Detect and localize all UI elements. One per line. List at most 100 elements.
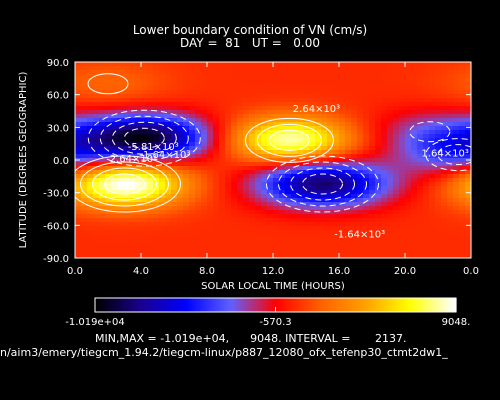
heatmap-cell [129, 138, 136, 143]
heatmap-cell [261, 114, 268, 119]
heatmap-cell [333, 166, 340, 171]
heatmap-cell [393, 106, 400, 111]
heatmap-cell [273, 154, 280, 159]
heatmap-cell [81, 178, 88, 183]
heatmap-cell [363, 238, 370, 243]
heatmap-cell [177, 142, 184, 147]
heatmap-cell [303, 122, 310, 127]
heatmap-cell [207, 178, 214, 183]
heatmap-cell [87, 198, 94, 203]
heatmap-cell [213, 198, 220, 203]
heatmap-cell [303, 74, 310, 79]
heatmap-cell [225, 226, 232, 231]
heatmap-cell [261, 162, 268, 167]
heatmap-cell [213, 174, 220, 179]
heatmap-cell [339, 118, 346, 123]
heatmap-cell [411, 250, 418, 255]
heatmap-cell [105, 218, 112, 223]
heatmap-cell [267, 222, 274, 227]
heatmap-cell [75, 150, 82, 155]
heatmap-cell [321, 166, 328, 171]
heatmap-cell [333, 130, 340, 135]
heatmap-cell [93, 226, 100, 231]
heatmap-cell [441, 150, 448, 155]
heatmap-cell [159, 86, 166, 91]
heatmap-cell [171, 154, 178, 159]
heatmap-cell [291, 146, 298, 151]
heatmap-cell [267, 146, 274, 151]
heatmap-cell [213, 122, 220, 127]
heatmap-cell [357, 250, 364, 255]
heatmap-cell [231, 166, 238, 171]
heatmap-cell [405, 250, 412, 255]
heatmap-cell [291, 66, 298, 71]
heatmap-cell [129, 130, 136, 135]
heatmap-cell [117, 114, 124, 119]
heatmap-cell [141, 230, 148, 235]
heatmap-cell [261, 74, 268, 79]
heatmap-cell [321, 150, 328, 155]
heatmap-cell [117, 122, 124, 127]
heatmap-cell [339, 198, 346, 203]
heatmap-cell [345, 106, 352, 111]
heatmap-cell [315, 162, 322, 167]
heatmap-cell [195, 230, 202, 235]
heatmap-cell [117, 178, 124, 183]
heatmap-cell [321, 242, 328, 247]
colorbar-swatch [365, 298, 370, 312]
heatmap-cell [333, 226, 340, 231]
heatmap-cell [399, 254, 406, 258]
heatmap-cell [213, 182, 220, 187]
heatmap-cell [351, 246, 358, 251]
heatmap-cell [231, 218, 238, 223]
heatmap-cell [99, 78, 106, 83]
heatmap-cell [417, 194, 424, 199]
heatmap-cell [183, 82, 190, 87]
heatmap-cell [411, 186, 418, 191]
heatmap-cell [321, 86, 328, 91]
heatmap-cell [333, 162, 340, 167]
heatmap-cell [159, 178, 166, 183]
heatmap-cell [231, 134, 238, 139]
heatmap-cell [459, 82, 466, 87]
heatmap-cell [459, 70, 466, 75]
heatmap-cell [441, 78, 448, 83]
heatmap-cell [105, 62, 112, 67]
heatmap-cell [423, 110, 430, 115]
heatmap-cell [423, 118, 430, 123]
colorbar-swatch [326, 298, 331, 312]
heatmap-cell [339, 230, 346, 235]
heatmap-cell [261, 246, 268, 251]
heatmap-cell [339, 90, 346, 95]
heatmap-cell [405, 158, 412, 163]
heatmap-cell [213, 134, 220, 139]
heatmap-cell [177, 66, 184, 71]
heatmap-cell [231, 102, 238, 107]
heatmap-cell [429, 170, 436, 175]
heatmap-cell [105, 110, 112, 115]
heatmap-cell [117, 118, 124, 123]
heatmap-cell [363, 70, 370, 75]
heatmap-cell [105, 214, 112, 219]
heatmap-cell [243, 118, 250, 123]
heatmap-cell [339, 222, 346, 227]
heatmap-cell [429, 82, 436, 87]
heatmap-cell [135, 170, 142, 175]
heatmap-cell [375, 82, 382, 87]
heatmap-cell [465, 218, 471, 223]
heatmap-cell [375, 90, 382, 95]
heatmap-cell [453, 78, 460, 83]
heatmap-cell [465, 170, 471, 175]
heatmap-cell [189, 174, 196, 179]
heatmap-cell [327, 254, 334, 258]
heatmap-cell [171, 90, 178, 95]
heatmap-cell [177, 90, 184, 95]
heatmap-cell [315, 218, 322, 223]
heatmap-cell [309, 222, 316, 227]
heatmap-cell [297, 114, 304, 119]
heatmap-cell [177, 94, 184, 99]
heatmap-cell [357, 162, 364, 167]
heatmap-cell [411, 174, 418, 179]
heatmap-cell [99, 214, 106, 219]
